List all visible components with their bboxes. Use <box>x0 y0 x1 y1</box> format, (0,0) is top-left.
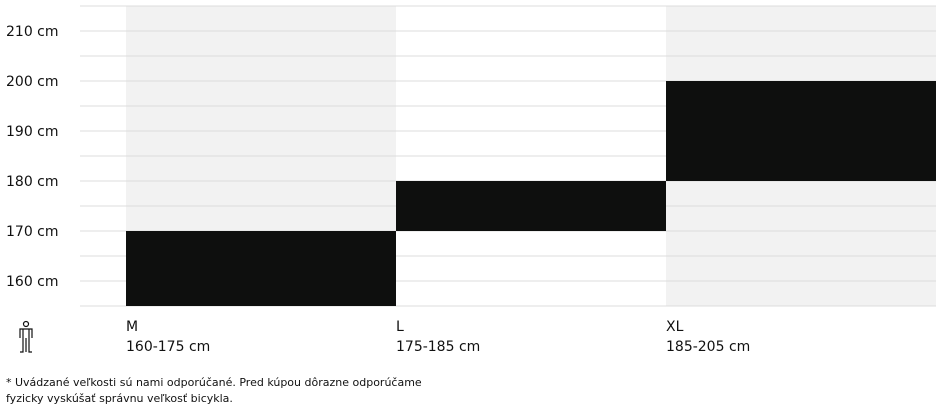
y-tick-label: 200 cm <box>6 74 59 90</box>
category-label: L <box>396 319 404 335</box>
y-tick-label: 160 cm <box>6 274 59 290</box>
bar <box>396 181 666 231</box>
footnote: * Uvádzané veľkosti sú nami odporúčané. … <box>6 376 422 389</box>
y-tick-label: 170 cm <box>6 224 59 240</box>
category-range: 175-185 cm <box>396 339 480 355</box>
bar <box>126 231 396 306</box>
category-label: M <box>126 319 138 335</box>
y-tick-label: 190 cm <box>6 124 59 140</box>
category-range: 185-205 cm <box>666 339 750 355</box>
y-tick-label: 210 cm <box>6 24 59 40</box>
category-range: 160-175 cm <box>126 339 210 355</box>
bar <box>666 81 936 181</box>
person-icon <box>19 320 33 353</box>
category-label: XL <box>666 319 684 335</box>
footnote: fyzicky vyskúšať správnu veľkosť bicykla… <box>6 392 233 405</box>
y-tick-label: 180 cm <box>6 174 59 190</box>
